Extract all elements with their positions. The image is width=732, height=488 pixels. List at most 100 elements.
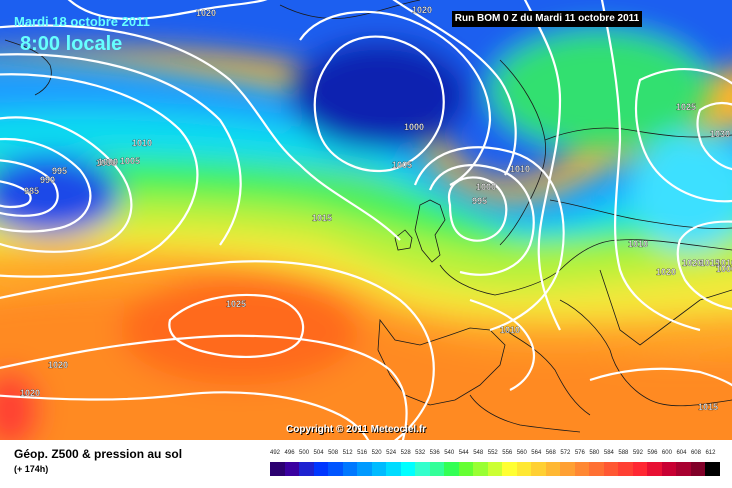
color-scale-swatch [444, 462, 459, 476]
color-scale-label: 528 [400, 450, 411, 456]
color-scale-swatch [676, 462, 691, 476]
isobar-label: 1010 [628, 239, 648, 249]
isobar-label: 990 [40, 175, 55, 185]
color-scale-label: 492 [270, 450, 281, 456]
color-scale-label: 552 [487, 450, 498, 456]
color-scale-label: 500 [299, 450, 310, 456]
isobar-label: 1000 [96, 158, 116, 168]
color-scale-label: 512 [342, 450, 353, 456]
isobars [0, 0, 732, 440]
isobar-label: 1025 [226, 299, 246, 309]
color-scale-swatch [473, 462, 488, 476]
isobar-label: 1015 [312, 213, 332, 223]
legend-footer: Géop. Z500 & pression au sol (+ 174h) 49… [0, 440, 732, 488]
color-scale-swatch [299, 462, 314, 476]
color-scale-label: 584 [603, 450, 614, 456]
color-scale-swatch [357, 462, 372, 476]
isobar-label: 1010 [132, 138, 152, 148]
forecast-date: Mardi 18 octobre 2011 [14, 14, 150, 29]
isobar-label: 1020 [48, 360, 68, 370]
color-scale-swatch [589, 462, 604, 476]
isobar-label: 1010 [500, 325, 520, 335]
color-scale-swatch [458, 462, 474, 476]
low-core-north [290, 40, 470, 150]
color-scale-labels: 492 496 500 504 508 512 516 520 524 528 532 536 540 5… [270, 450, 730, 459]
color-scale-swatch [386, 462, 401, 476]
isobar-label: 1030 [710, 129, 730, 139]
isobar-label: 1010 [716, 258, 732, 268]
green-east [490, 30, 710, 150]
color-scale-swatch [342, 462, 358, 476]
color-scale-swatch [502, 462, 517, 476]
isobar-label: 995 [472, 196, 487, 206]
isobar-label: 1000 [98, 157, 118, 167]
color-scale-bar [270, 462, 720, 476]
isobar-label: 1020 [656, 267, 676, 277]
color-scale-label: 580 [589, 450, 600, 456]
color-scale-label: 544 [458, 450, 469, 456]
isobar-label: 1005 [120, 156, 140, 166]
color-scale-label: 556 [502, 450, 513, 456]
color-scale-swatch [516, 462, 532, 476]
color-scale-label: 600 [661, 450, 672, 456]
color-scale-swatch [545, 462, 561, 476]
isobar-label: 1000 [404, 122, 424, 132]
color-scale-label: 588 [618, 450, 629, 456]
weather-map: 1020 1020 1000 995 990 985 1000 1005 101… [0, 0, 732, 440]
high-core [120, 275, 360, 385]
color-scale-swatch [647, 462, 662, 476]
isobar-label: 1020 [20, 388, 40, 398]
isobar-label: 1020 [682, 258, 702, 268]
color-scale-label: 508 [328, 450, 339, 456]
color-scale-swatch [618, 462, 633, 476]
color-scale-swatch [415, 462, 430, 476]
color-band-yellow [0, 213, 732, 322]
color-scale-label: 596 [647, 450, 658, 456]
color-scale-swatch [328, 462, 343, 476]
isobar-label: 1010 [510, 164, 530, 174]
color-scale-swatch [531, 462, 546, 476]
color-scale-label: 560 [516, 450, 527, 456]
legend-title: Géop. Z500 & pression au sol [14, 447, 183, 461]
color-scale-label: 524 [386, 450, 397, 456]
color-scale-label: 540 [444, 450, 455, 456]
red-corner [0, 370, 40, 440]
color-scale-swatch [661, 462, 677, 476]
color-scale-swatch [632, 462, 648, 476]
color-band-orange [0, 241, 732, 353]
color-scale-label: 564 [531, 450, 542, 456]
color-scale-swatch [487, 462, 503, 476]
isobar-label: 1000 [476, 182, 496, 192]
isobar-label: 1015 [698, 402, 718, 412]
isobar-label: 1005 [392, 160, 412, 170]
color-scale-label: 572 [560, 450, 571, 456]
isobar-label: 1015 [700, 258, 720, 268]
color-scale-label: 608 [690, 450, 701, 456]
isobar-label: 1025 [676, 102, 696, 112]
color-scale-label: 520 [371, 450, 382, 456]
color-scale-swatch [313, 462, 329, 476]
color-scale-swatch [371, 462, 387, 476]
isobar-label: 985 [24, 186, 39, 196]
legend-subtitle: (+ 174h) [14, 464, 49, 474]
color-scale-swatch [690, 462, 706, 476]
isobar-labels: 1020 1020 1000 995 990 985 1000 1005 101… [20, 5, 732, 412]
color-scale-label: 532 [415, 450, 426, 456]
color-scale-swatch [429, 462, 445, 476]
color-scale-label: 568 [545, 450, 556, 456]
color-scale-label: 516 [357, 450, 368, 456]
color-scale-label: 592 [632, 450, 643, 456]
color-scale-swatch [603, 462, 619, 476]
color-scale-label: 496 [284, 450, 295, 456]
color-band-green [0, 156, 732, 250]
color-scale-swatch [560, 462, 575, 476]
color-scale-swatch [270, 462, 285, 476]
color-scale-swatch [284, 462, 300, 476]
color-scale-label: 612 [705, 450, 716, 456]
color-scale-label: 536 [429, 450, 440, 456]
color-scale-label: 576 [574, 450, 585, 456]
color-scale-swatch [705, 462, 720, 476]
color-scale-label: 548 [473, 450, 484, 456]
color-scale-label: 604 [676, 450, 687, 456]
